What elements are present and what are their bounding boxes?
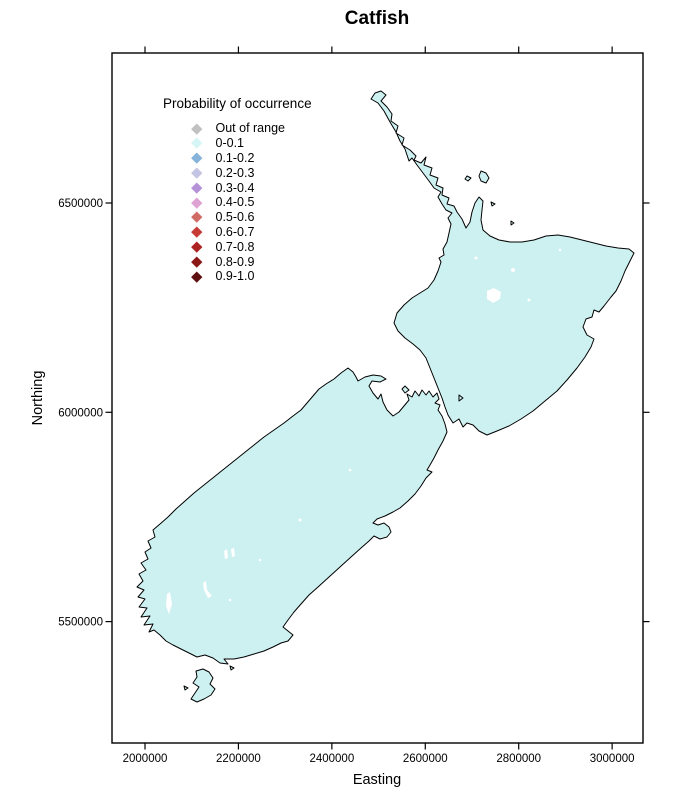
legend-swatch-icon <box>191 167 203 179</box>
x-tick-label: 2400000 <box>309 753 354 765</box>
legend-item: 0.7-0.8 <box>163 239 312 254</box>
white-patch <box>527 298 531 302</box>
plot-frame <box>111 52 644 744</box>
legend-title: Probability of occurrence <box>163 96 312 111</box>
x-tick-label: 2600000 <box>403 753 448 765</box>
legend-item-label: 0.2-0.3 <box>215 165 255 180</box>
white-patch <box>228 598 232 602</box>
legend-swatch-icon <box>191 256 203 267</box>
new-zealand-landmass <box>136 90 635 703</box>
durville-island-shape <box>401 385 410 394</box>
x-tick-label: 3000000 <box>590 753 635 765</box>
white-patch <box>453 168 457 172</box>
stewart-island-shape <box>190 668 216 703</box>
legend-item: 0.6-0.7 <box>163 225 312 240</box>
y-tick-label: 6500000 <box>58 198 103 210</box>
legend-item-label: 0.5-0.6 <box>215 210 255 225</box>
x-tick-label: 2800000 <box>496 753 541 765</box>
north-island-shape <box>370 90 635 436</box>
legend-item-label: 0.7-0.8 <box>215 239 255 254</box>
lake-wakatipu-shape <box>203 581 212 598</box>
x-tick-label: 2000000 <box>123 753 168 765</box>
legend-item-label: 0.4-0.5 <box>215 195 255 210</box>
x-tick-label: 2200000 <box>216 753 261 765</box>
ruapuke-island-shape <box>229 665 235 671</box>
legend-swatch-icon <box>191 241 203 253</box>
legend-swatch-icon <box>191 211 203 223</box>
white-patch <box>511 268 515 272</box>
lake-wanaka-shape <box>224 549 228 559</box>
legend-swatch-icon <box>191 271 203 282</box>
legend-item: 0.9-1.0 <box>163 269 312 284</box>
legend-items: Out of range 0-0.1 0.1-0.2 0.2-0.3 0.3-0.4 0.… <box>163 121 312 284</box>
codfish-island-shape <box>183 685 189 691</box>
legend-swatch-icon <box>191 152 203 164</box>
y-tick-label: 6000000 <box>58 407 103 419</box>
white-patch <box>558 248 562 252</box>
mayor-island-shape <box>510 220 515 226</box>
mercury-island-shape <box>490 201 496 207</box>
white-patch <box>258 558 262 562</box>
legend-swatch-icon <box>191 226 203 238</box>
legend-item: 0-0.1 <box>163 136 312 151</box>
legend-item: 0.2-0.3 <box>163 165 312 180</box>
south-island-shape <box>136 367 448 665</box>
y-tick-label: 5500000 <box>58 617 103 629</box>
white-patch <box>298 518 302 522</box>
y-axis-ticks: 6500000 6000000 5500000 <box>58 198 650 629</box>
page-title: Catfish <box>345 8 409 29</box>
kapiti-island-shape <box>458 394 464 402</box>
legend-swatch-icon <box>191 123 203 134</box>
legend-swatch-icon <box>191 197 203 208</box>
legend-item: Out of range <box>163 121 312 136</box>
little-barrier-island-shape <box>464 175 472 182</box>
legend-item: 0.1-0.2 <box>163 151 312 166</box>
legend-item: 0.5-0.6 <box>163 210 312 225</box>
lake-te-anau-shape <box>166 592 172 614</box>
lake-hawea-shape <box>231 548 235 557</box>
legend-item: 0.4-0.5 <box>163 195 312 210</box>
legend-item-label: 0.3-0.4 <box>215 180 255 195</box>
white-patch <box>474 256 478 260</box>
y-axis-title: Northing <box>30 371 46 426</box>
x-axis-ticks: 2000000 2200000 2400000 2600000 2800000 30000… <box>123 46 635 765</box>
legend-item-label: 0.8-0.9 <box>215 254 255 269</box>
legend-item: 0.8-0.9 <box>163 254 312 269</box>
white-patch <box>348 468 352 472</box>
legend-item-label: 0.1-0.2 <box>215 150 255 165</box>
legend-swatch-icon <box>191 137 203 149</box>
lakes-group: , <box>166 168 562 614</box>
legend-item-label: Out of range <box>215 121 286 136</box>
legend-item-label: 0.9-1.0 <box>215 269 255 284</box>
x-axis-title: Easting <box>353 772 401 788</box>
legend-item-label: 0-0.1 <box>215 136 245 151</box>
legend: Probability of occurrence Out of range 0-… <box>163 96 312 284</box>
great-barrier-island-shape <box>478 170 490 184</box>
legend-item: 0.3-0.4 <box>163 180 312 195</box>
legend-item-label: 0.6-0.7 <box>215 224 255 239</box>
legend-swatch-icon <box>191 182 203 193</box>
lake-taupo-shape <box>487 288 501 303</box>
